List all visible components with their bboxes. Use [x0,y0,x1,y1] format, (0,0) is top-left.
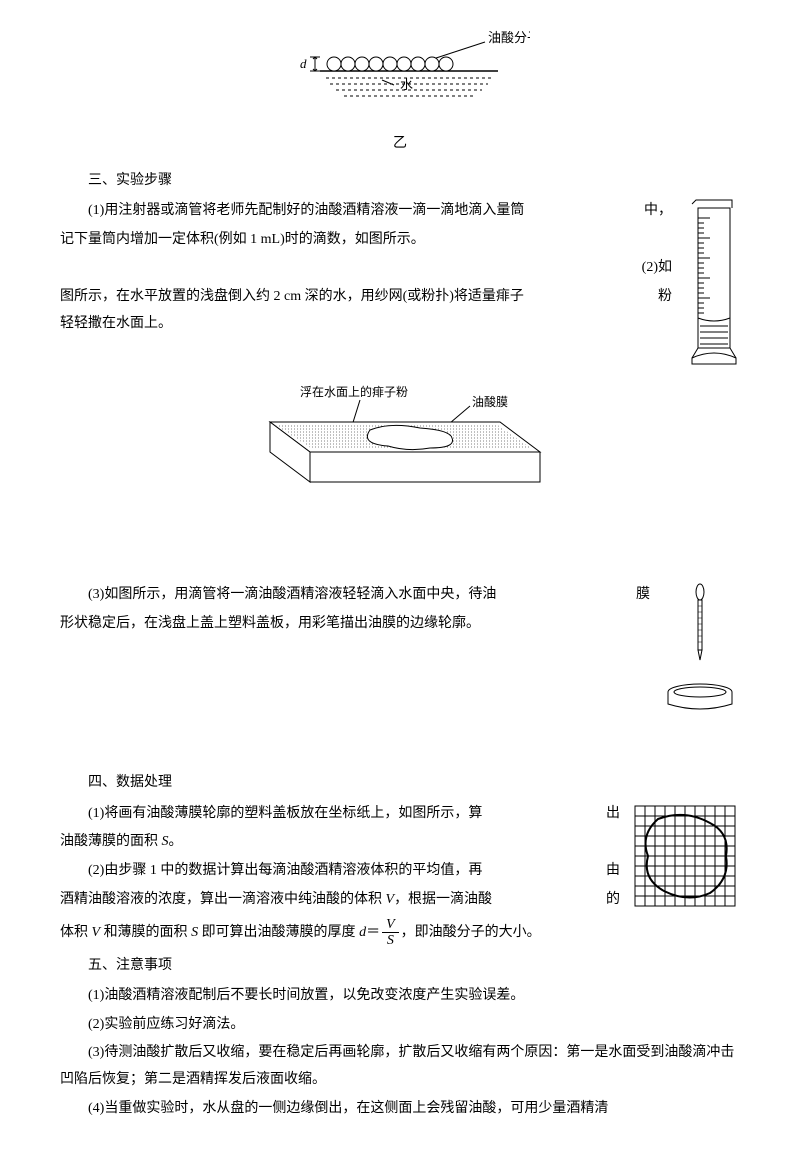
step1-line2: 记下量筒内增加一定体积(例如 1 mL)时的滴数，如图所示。 [60,227,740,254]
label-oleic-molecule: 油酸分子 [488,30,530,45]
note2: (2)实验前应练习好滴法。 [60,1012,740,1039]
step3-line2: 形状稳定后，在浅盘上盖上塑料盖板，用彩笔描出油膜的边缘轮廓。 [60,611,740,638]
step1-line1: (1)用注射器或滴管将老师先配制好的油酸酒精溶液一滴一滴地滴入量筒中， [60,198,740,225]
section4-title: 四、数据处理 [60,770,740,797]
fraction-v-over-s: VS [382,917,399,949]
note4: (4)当重做实验时，水从盘的一侧边缘倒出，在这侧面上会残留油酸，可用少量酒精清 [60,1096,740,1123]
tray-diagram: 浮在水面上的痱子粉 油酸膜 [240,382,560,532]
data2-line3: 体积 V 和薄膜的面积 S 即可算出油酸薄膜的厚度 d＝VS，即油酸分子的大小。 [60,917,740,949]
note1: (1)油酸酒精溶液配制后不要长时间放置，以免改变浓度产生实验误差。 [60,983,740,1010]
step2-line1: 图所示，在水平放置的浅盘倒入约 2 cm 深的水，用纱网(或粉扑)将适量痱子粉 [60,284,740,311]
grid-paper-figure [630,801,740,911]
graduated-cylinder-figure [682,198,740,368]
label-d: d [300,56,307,71]
dropper-figure [660,580,740,730]
note3: (3)待测油酸扩散后又收缩，要在稳定后再画轮廓，扩散后又收缩有两个原因：第一是水… [60,1040,740,1093]
step2-line2: 轻轻撒在水面上。 [60,311,740,338]
section5-title: 五、注意事项 [60,953,740,980]
step3-line1: (3)如图所示，用滴管将一滴油酸酒精溶液轻轻滴入水面中央，待油膜 [60,582,740,609]
oil-molecule-diagram: 油酸分子 d [270,30,530,125]
caption-yi: 乙 [60,131,740,158]
label-powder: 浮在水面上的痱子粉 [300,384,408,399]
label-water: 水 [400,77,413,92]
label-oil-film: 油酸膜 [472,394,508,409]
step2-tag: (2)如 [60,255,740,282]
molecule-row [327,57,453,71]
section3-title: 三、实验步骤 [60,168,740,195]
